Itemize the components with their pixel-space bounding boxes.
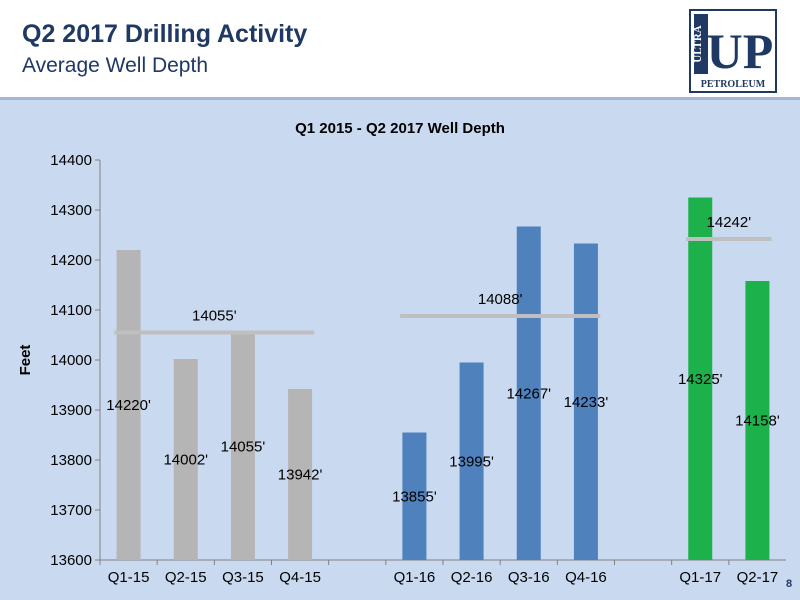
y-axis-label: Feet (17, 345, 34, 376)
y-tick-label: 14400 (50, 152, 92, 169)
bar (402, 432, 427, 560)
bar-value-label: 13942' (278, 467, 323, 484)
average-lines (114, 237, 772, 335)
logo-big-text: UP (707, 23, 774, 79)
well-depth-chart: Q1 2015 - Q2 2017 Well Depth Feet 14220'… (17, 120, 786, 586)
chart-title: Q1 2015 - Q2 2017 Well Depth (295, 120, 505, 137)
bar (116, 250, 141, 560)
x-tick-label: Q3-15 (222, 569, 264, 586)
bar-value-label: 14267' (506, 385, 551, 402)
bar-value-label: 14158' (735, 413, 780, 430)
average-label: 14088' (478, 291, 523, 308)
y-tick-label: 14300 (50, 202, 92, 219)
chart-bars (116, 197, 770, 560)
bar (230, 332, 255, 560)
bar (516, 226, 541, 560)
data-labels: 14220' 14002' 14055' 13942' 13855' 13995' 1426… (106, 214, 780, 505)
bar-value-label: 14233' (564, 394, 609, 411)
bar-value-label: 14325' (678, 371, 723, 388)
average-label: 14055' (192, 308, 237, 325)
bar (173, 359, 198, 560)
y-tick-label: 13800 (50, 452, 92, 469)
logo-top-text: ULTRA (692, 25, 704, 63)
x-tick-label: Q3-16 (508, 569, 550, 586)
x-tick-labels: Q1-15 Q2-15 Q3-15 Q4-15 Q1-16 Q2-16 Q3-16 Q4-16… (108, 569, 779, 586)
y-tick-label: 14000 (50, 352, 92, 369)
bar (288, 389, 313, 560)
bar (688, 197, 713, 560)
slide-title: Q2 2017 Drilling Activity (22, 20, 308, 48)
x-tick-label: Q2-17 (737, 569, 779, 586)
header-divider (0, 97, 800, 100)
x-tick-label: Q1-15 (108, 569, 150, 586)
bar-value-label: 14220' (106, 397, 151, 414)
y-tick-label: 13700 (50, 502, 92, 519)
bar-value-label: 14002' (163, 452, 208, 469)
slide-subtitle: Average Well Depth (22, 54, 208, 77)
chart-axes (95, 159, 786, 565)
ultra-petroleum-logo: ULTRA UP PETROLEUM (688, 8, 778, 94)
average-label: 14242' (707, 214, 752, 231)
bar (459, 362, 484, 560)
y-tick-label: 13900 (50, 402, 92, 419)
x-tick-label: Q4-16 (565, 569, 607, 586)
x-tick-label: Q1-16 (394, 569, 436, 586)
x-tick-label: Q2-15 (165, 569, 207, 586)
x-tick-label: Q4-15 (279, 569, 321, 586)
bar (573, 243, 598, 560)
slide-header: Q2 2017 Drilling Activity Average Well D… (0, 0, 800, 97)
bar-value-label: 13855' (392, 488, 437, 505)
logo-bottom-text: PETROLEUM (701, 79, 766, 90)
page-number: 8 (786, 578, 793, 590)
x-tick-label: Q2-16 (451, 569, 493, 586)
y-tick-labels: 13600 13700 13800 13900 14000 14100 14200 14300… (50, 152, 92, 569)
y-tick-label: 14100 (50, 302, 92, 319)
bar-value-label: 13995' (449, 453, 494, 470)
y-tick-label: 14200 (50, 252, 92, 269)
y-tick-label: 13600 (50, 552, 92, 569)
bar (745, 281, 770, 560)
x-tick-label: Q1-17 (679, 569, 721, 586)
bar-value-label: 14055' (221, 438, 266, 455)
